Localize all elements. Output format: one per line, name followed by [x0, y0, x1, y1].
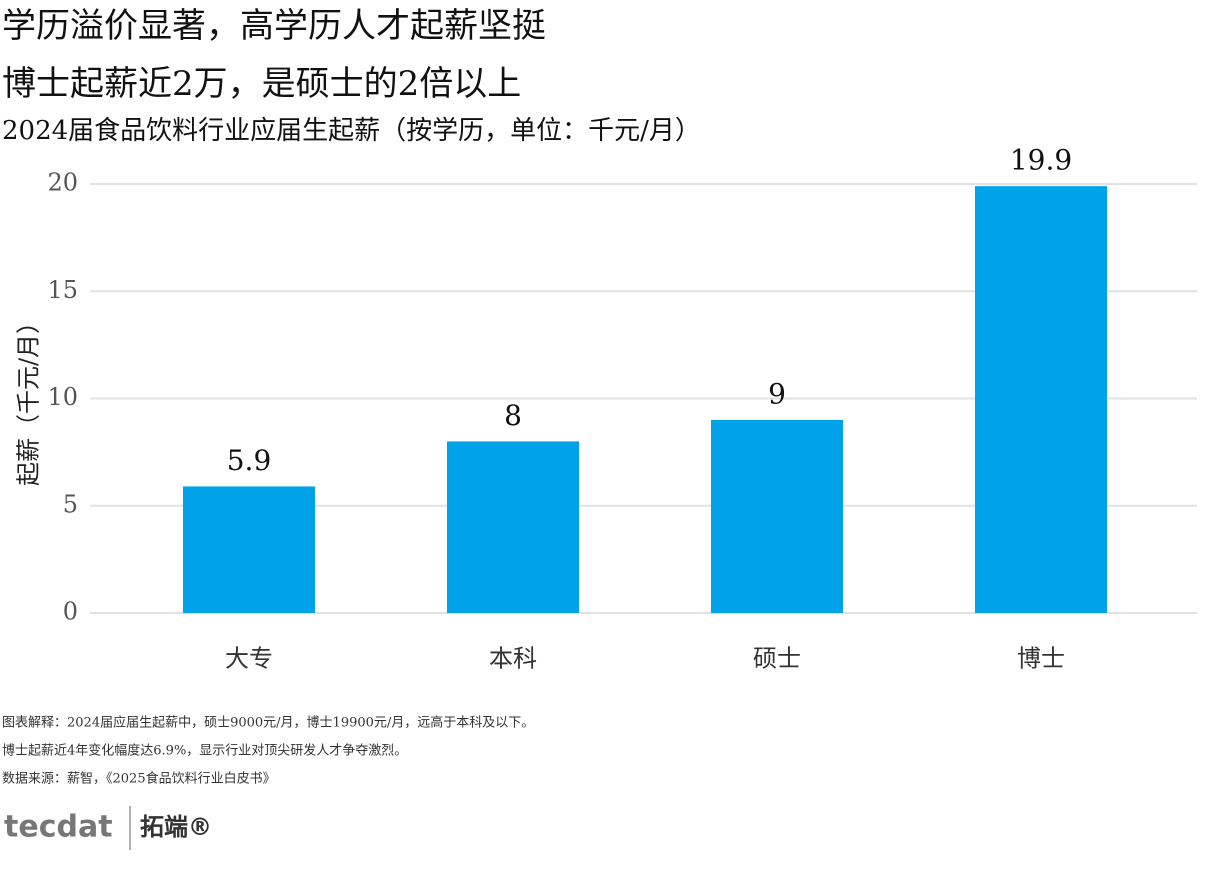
y-tick-label: 20 — [47, 169, 78, 197]
y-axis-label: 起薪（千元/月） — [15, 310, 43, 486]
note: 图表解释：2024届应届生起薪中，硕士9000元/月，博士19900元/月，远高… — [2, 715, 534, 731]
x-tick-label: 博士 — [1017, 645, 1065, 673]
y-tick-label: 0 — [63, 598, 78, 626]
y-tick-label: 5 — [63, 490, 78, 518]
y-tick-label: 10 — [47, 383, 78, 411]
bar — [447, 441, 579, 613]
bar — [183, 486, 315, 613]
x-tick-label: 硕士 — [753, 645, 801, 673]
bar — [711, 419, 843, 613]
data-label: 5.9 — [227, 444, 272, 477]
x-tick-label: 大专 — [225, 645, 273, 673]
y-tick-label: 15 — [47, 276, 78, 304]
x-tick-label: 本科 — [489, 645, 537, 673]
data-label: 8 — [504, 399, 522, 432]
note: 数据来源：薪智，《2025食品饮料行业白皮书》 — [2, 771, 276, 787]
chart-title-2: 博士起薪近2万，是硕士的2倍以上 — [2, 64, 521, 104]
note: 博士起薪近4年变化幅度达6.9%，显示行业对顶尖研发人才争夺激烈。 — [2, 743, 407, 759]
chart-title: 学历溢价显著，高学历人才起薪坚挺 — [2, 6, 546, 46]
chart-subtitle: 2024届食品饮料行业应届生起薪（按学历，单位：千元/月） — [2, 116, 701, 146]
data-label: 19.9 — [1010, 144, 1072, 177]
logo-brand: tecdat — [4, 810, 113, 845]
bar — [975, 186, 1107, 613]
logo-name: 拓端® — [140, 813, 212, 841]
data-label: 9 — [768, 377, 786, 410]
